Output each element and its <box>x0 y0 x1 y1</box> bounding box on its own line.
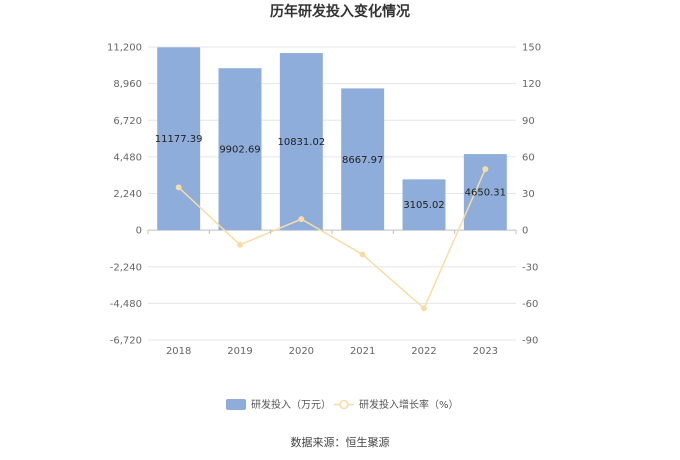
x-tick-label: 2020 <box>289 346 314 357</box>
bar-value-label: 11177.39 <box>155 134 203 145</box>
y-right-tick-label: 120 <box>522 79 541 90</box>
y-right-tick-label: -30 <box>522 262 538 273</box>
x-tick-label: 2018 <box>166 346 191 357</box>
y-left-tick-label: 2,240 <box>113 189 142 200</box>
line-point <box>175 184 182 191</box>
legend-bar-swatch <box>226 399 246 410</box>
bar <box>279 53 323 231</box>
x-tick-label: 2022 <box>411 346 436 357</box>
y-right-tick-label: 60 <box>522 152 535 163</box>
line-point <box>298 216 305 223</box>
y-left-tick-label: -2,240 <box>110 262 142 273</box>
y-right-tick-label: 0 <box>522 226 528 237</box>
legend: 研发投入（万元） 研发投入增长率（%） <box>226 398 459 411</box>
bar <box>402 179 446 231</box>
y-right-tick-label: -90 <box>522 336 538 347</box>
left-axis: 11,200 8,960 6,720 4,480 2,240 0 -2,240 -4,480 -… <box>107 43 142 347</box>
y-left-tick-label: -4,480 <box>110 299 142 310</box>
bar-value-label: 4650.31 <box>465 188 506 199</box>
y-left-tick-label: -6,720 <box>110 336 142 347</box>
bar-series <box>157 47 507 231</box>
x-tick-label: 2019 <box>227 346 252 357</box>
growth-line <box>178 168 487 310</box>
bar <box>157 47 201 231</box>
bar-value-label: 8667.97 <box>342 155 383 166</box>
chart-title: 历年研发投入变化情况 <box>270 3 410 20</box>
line-point <box>482 166 489 173</box>
right-axis: 150 120 90 60 30 0 -30 -60 -90 <box>522 43 541 347</box>
bar-value-label: 9902.69 <box>219 145 260 156</box>
bar-value-label: 10831.02 <box>277 137 325 148</box>
bar-labels: 11177.39 9902.69 10831.02 8667.97 3105.02 465… <box>155 134 506 211</box>
y-left-tick-label: 11,200 <box>107 43 142 54</box>
y-left-tick-label: 0 <box>136 226 142 237</box>
y-left-tick-label: 8,960 <box>113 79 142 90</box>
x-tick-label: 2021 <box>350 346 375 357</box>
line-point <box>237 241 243 248</box>
bar <box>341 88 385 231</box>
y-right-tick-label: 150 <box>522 43 541 54</box>
bar <box>218 68 262 231</box>
line-point <box>359 251 366 258</box>
x-axis: 2018 2019 2020 2021 2022 2023 <box>147 230 517 357</box>
y-left-tick-label: 4,480 <box>113 152 142 163</box>
legend-bar-label: 研发投入（万元） <box>251 398 331 411</box>
legend-line-marker <box>339 399 349 410</box>
y-right-tick-label: 30 <box>522 189 535 200</box>
line-series <box>175 166 489 312</box>
legend-line-label: 研发投入增长率（%） <box>359 398 459 411</box>
x-tick-label: 2023 <box>473 346 498 357</box>
y-right-tick-label: 90 <box>522 116 535 127</box>
line-point <box>421 305 427 312</box>
bar-value-label: 3105.02 <box>403 200 444 211</box>
y-left-tick-label: 6,720 <box>113 116 142 127</box>
grid <box>148 46 516 341</box>
y-right-tick-label: -60 <box>522 299 538 310</box>
data-source: 数据来源：恒生聚源 <box>291 435 390 449</box>
